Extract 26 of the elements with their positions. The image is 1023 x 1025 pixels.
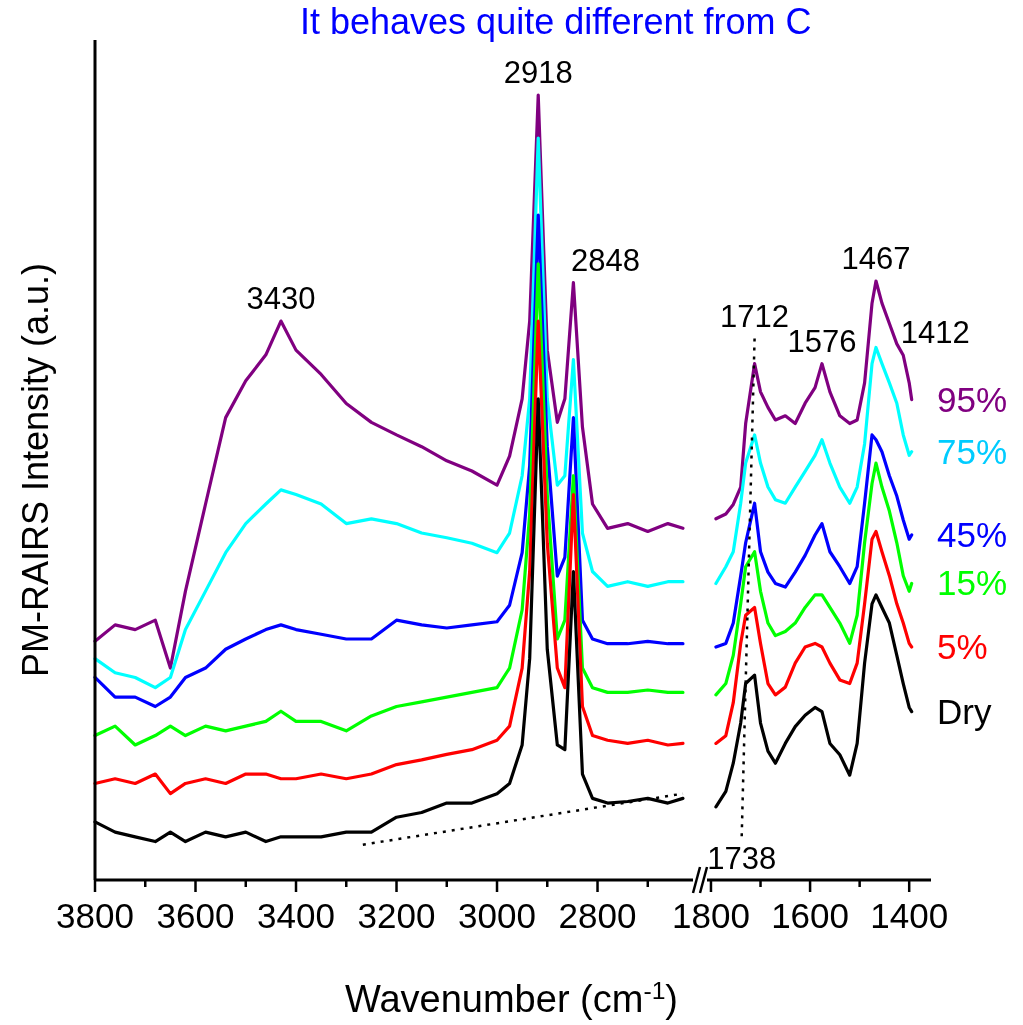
x-tick-label: 3600 (156, 896, 235, 935)
series-label: 95% (937, 379, 1008, 419)
x-tick-label: 1400 (870, 896, 949, 935)
x-axis-title: Wavenumber (cm$^{-1}$) (344, 976, 679, 1020)
x-tick-label: 3400 (257, 896, 335, 935)
annotation: 1576 (787, 323, 857, 359)
series-label: 45% (937, 514, 1008, 554)
annotation: 1467 (841, 241, 911, 276)
x-tick-label: 3000 (458, 896, 536, 935)
x-tick-label: 2800 (558, 896, 637, 935)
series-label: 75% (937, 431, 1008, 471)
annotation: 1412 (900, 315, 970, 351)
x-tick-label: 1600 (771, 896, 850, 935)
chart-title: It behaves quite different from C (300, 1, 812, 42)
x-tick-label: 3200 (357, 896, 436, 935)
series-label: 5% (937, 626, 988, 666)
annotation: 3430 (246, 281, 316, 317)
annotation: 1712 (720, 298, 790, 334)
series-label: 15% (937, 563, 1008, 603)
annotation: 2918 (503, 55, 573, 90)
annotation: 2848 (570, 242, 640, 278)
x-tick-label: 3800 (56, 896, 134, 935)
series-label: Dry (937, 691, 992, 731)
y-axis-title: PM-RAIRS Intensity (a.u.) (15, 262, 56, 678)
annotation: 1738 (707, 840, 777, 876)
x-tick-label: 1800 (672, 896, 750, 935)
